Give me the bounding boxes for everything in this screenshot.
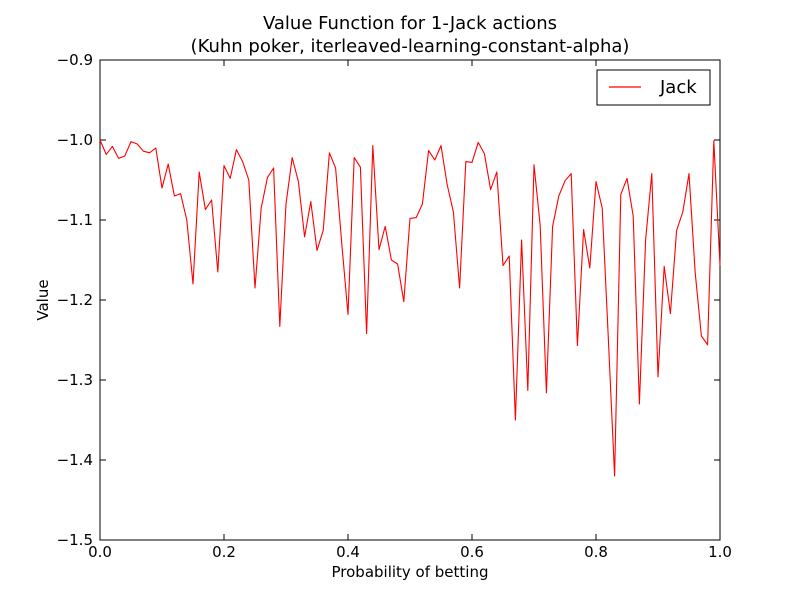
- x-tick-label: 0.4: [336, 543, 360, 561]
- legend-label-jack: Jack: [659, 77, 697, 98]
- axis-ticks: 0.0 0.2 0.4 0.6 0.8 1.0 −1.5 −1.4 −1.3 −1.2 −1.1 −1…: [57, 51, 732, 561]
- chart-title: Value Function for 1-Jack actions: [263, 13, 557, 34]
- x-tick-label: 0.8: [584, 543, 608, 561]
- x-axis-label: Probability of betting: [332, 563, 489, 581]
- plot-frame: [99, 59, 721, 541]
- y-tick-label: −1.1: [57, 211, 93, 229]
- y-tick-label: −1.4: [57, 451, 93, 469]
- x-tick-label: 0.2: [212, 543, 236, 561]
- y-axis-label: Value: [34, 279, 52, 320]
- y-tick-label: −1.5: [57, 531, 93, 549]
- x-tick-label: 0.0: [88, 543, 112, 561]
- x-tick-label: 0.6: [460, 543, 484, 561]
- y-tick-label: −1.3: [57, 371, 93, 389]
- chart-subtitle: (Kuhn poker, iterleaved-learning-constan…: [191, 36, 630, 57]
- y-tick-label: −0.9: [57, 51, 93, 69]
- legend: Jack: [596, 69, 711, 106]
- y-tick-label: −1.0: [57, 131, 93, 149]
- y-tick-label: −1.2: [57, 291, 93, 309]
- series-line-jack: [99, 139, 721, 477]
- x-tick-label: 1.0: [708, 543, 732, 561]
- series-layer: [99, 139, 721, 477]
